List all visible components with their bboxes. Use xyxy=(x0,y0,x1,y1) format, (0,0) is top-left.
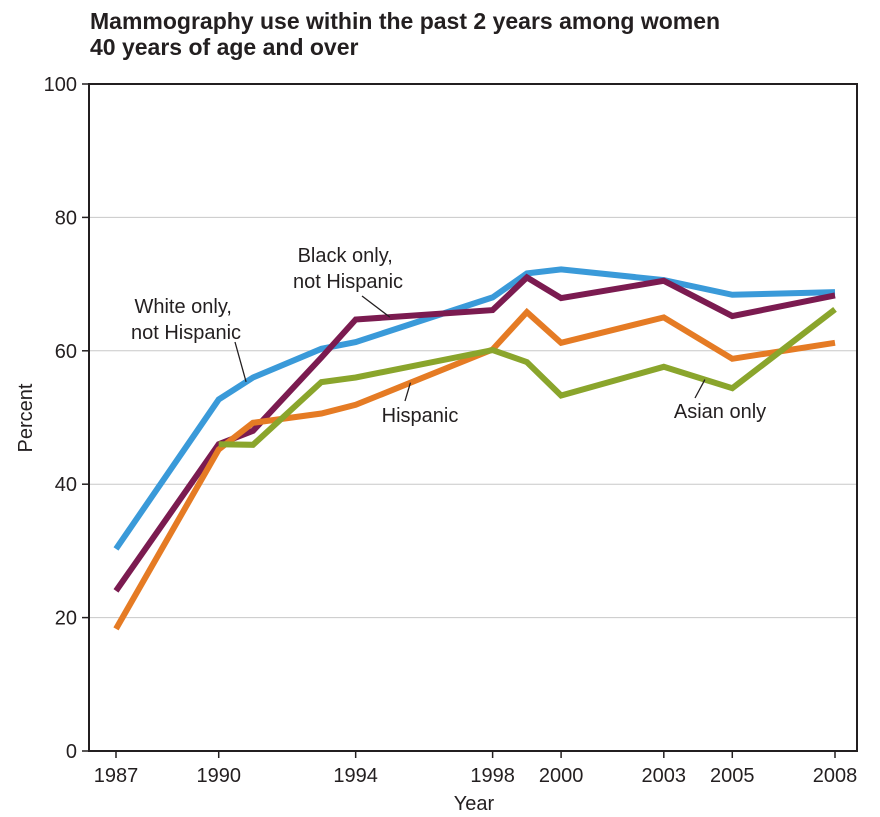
series-line-white-only-not-hispanic xyxy=(113,266,836,551)
leader-black xyxy=(361,295,391,318)
x-tick-label-2000: 2000 xyxy=(539,765,584,787)
y-axis-label: Percent xyxy=(15,383,37,452)
y-tick-label-20: 20 xyxy=(55,608,77,630)
chart-title-line-2: 40 years of age and over xyxy=(90,34,359,60)
annotation-white-line-2: not Hispanic xyxy=(131,322,241,344)
y-tick-label-60: 60 xyxy=(55,341,77,363)
x-tick-label-2003: 2003 xyxy=(642,765,687,787)
leader-asian xyxy=(694,379,706,399)
series-layer xyxy=(113,266,837,631)
annotation-hispanic: Hispanic xyxy=(382,405,459,427)
y-tick-label-80: 80 xyxy=(55,207,77,229)
annotation-white-line-1: White only, xyxy=(134,296,231,318)
y-tick-label-0: 0 xyxy=(66,741,77,763)
chart-title: Mammography use within the past 2 years … xyxy=(90,8,870,60)
leader-hispanic xyxy=(404,382,412,402)
annotation-white: White only, not Hispanic xyxy=(131,296,241,344)
plot-frame xyxy=(88,83,858,752)
axis-layer: 0 20 40 60 80 100 1987 1990 1994 1998 2000 2003 2005… xyxy=(44,74,858,787)
leader-white xyxy=(234,341,247,383)
annotation-black: Black only, not Hispanic xyxy=(293,245,403,293)
x-tick-label-1994: 1994 xyxy=(333,765,378,787)
annotation-black-line-1: Black only, xyxy=(298,245,393,267)
annotation-layer: White only, not Hispanic Black only, not… xyxy=(131,245,766,427)
x-tick-label-1998: 1998 xyxy=(470,765,515,787)
x-tick-label-2008: 2008 xyxy=(813,765,858,787)
series-line-asian-only xyxy=(218,307,837,448)
x-tick-label-1990: 1990 xyxy=(196,765,241,787)
y-tick-label-40: 40 xyxy=(55,474,77,496)
x-tick-label-2005: 2005 xyxy=(710,765,755,787)
annotation-black-line-2: not Hispanic xyxy=(293,271,403,293)
grid-layer xyxy=(89,216,857,619)
x-axis-label: Year xyxy=(454,793,495,815)
y-tick-label-100: 100 xyxy=(44,74,77,96)
x-tick-label-1987: 1987 xyxy=(94,765,139,787)
series-line-hispanic xyxy=(113,307,836,631)
leader-layer xyxy=(234,295,706,402)
chart-title-line-1: Mammography use within the past 2 years … xyxy=(90,8,721,34)
annotation-asian: Asian only xyxy=(674,401,766,423)
